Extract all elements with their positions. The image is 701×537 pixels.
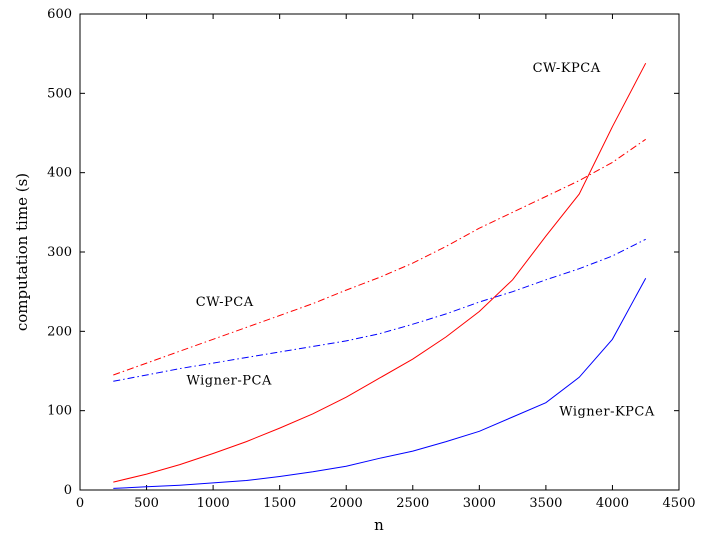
y-tick-label: 200 [47,324,72,339]
series-layer [113,62,647,489]
x-tick-label: 3000 [463,496,496,511]
annotation-layer: CW-KPCA CW-PCA Wigner-PCA Wigner-KPCA [186,61,654,420]
x-axis-label: n [374,516,384,534]
y-tick-label: 300 [47,245,72,260]
series-annotation: CW-KPCA [533,61,601,76]
y-tick-label: 600 [47,7,72,22]
series-annotation: CW-PCA [196,295,254,310]
series-line-cw-kpca [113,62,647,483]
plot-area [79,13,680,491]
x-tick-label: 3500 [529,496,562,511]
x-tick-label: 4500 [662,496,695,511]
y-tick-label: 400 [47,166,72,181]
axis-ticks: 0 500 1000 1500 2000 2500 3000 3500 4000 4500 0 100… [47,7,695,511]
series-annotation: Wigner-KPCA [559,404,655,419]
x-tick-label: 1000 [197,496,230,511]
series-annotation: Wigner-PCA [186,373,271,388]
x-tick-label: 2500 [396,496,429,511]
y-tick-label: 500 [47,86,72,101]
x-tick-label: 1500 [263,496,296,511]
y-tick-label: 100 [47,404,72,419]
y-axis-label: computation time (s) [13,173,31,331]
series-line-cw-pca [113,138,646,376]
x-tick-label: 500 [134,496,159,511]
x-tick-label: 0 [76,496,84,511]
series-line-wigner-pca [113,238,646,382]
y-tick-label: 0 [64,483,72,498]
x-tick-label: 2000 [330,496,363,511]
x-tick-label: 4000 [596,496,629,511]
series-line-wigner-kpca [113,277,647,489]
